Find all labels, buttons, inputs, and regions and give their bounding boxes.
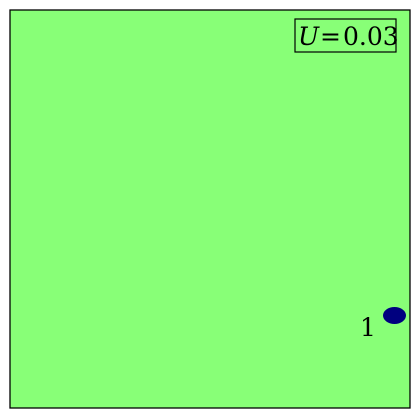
plot-area bbox=[9, 9, 411, 409]
parameter-label-frame bbox=[294, 18, 397, 53]
parameter-label-variable: U bbox=[298, 22, 320, 51]
region-marker-1: 1 bbox=[360, 307, 406, 342]
region-label: 1 bbox=[360, 313, 376, 342]
parameter-label-box: U = 0.03 bbox=[294, 18, 399, 53]
parameter-label-equals: = bbox=[320, 22, 341, 51]
parameter-label-value: 0.03 bbox=[343, 22, 399, 51]
region-blob bbox=[383, 307, 406, 324]
